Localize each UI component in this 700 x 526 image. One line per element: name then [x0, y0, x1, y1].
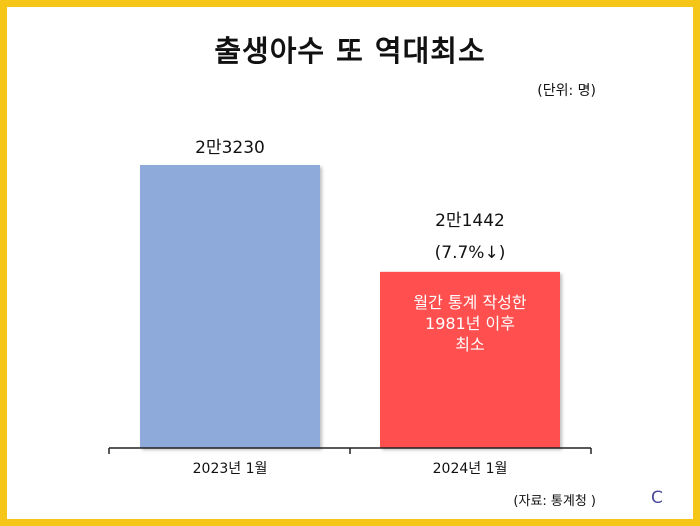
bar-annotation-line-2: 최소: [455, 335, 484, 354]
corner-mark: C: [651, 488, 663, 508]
value-label-0: 2만3230: [195, 138, 265, 158]
bar-2024년 1월: [380, 271, 560, 448]
source-label: (자료: 통계청 ): [513, 494, 596, 509]
unit-label: (단위: 명): [537, 83, 596, 99]
category-label-1: 2024년 1월: [433, 461, 508, 477]
change-label: (7.7%↓): [435, 243, 506, 263]
chart-title: 출생아수 또 역대최소: [214, 34, 486, 68]
bar-annotation-line-1: 1981년 이후: [425, 314, 515, 333]
bar-annotation-line-0: 월간 통계 작성한: [413, 293, 526, 312]
bar-2023년 1월: [140, 165, 320, 448]
value-label-1: 2만1442: [435, 211, 505, 231]
category-label-0: 2023년 1월: [193, 461, 268, 477]
